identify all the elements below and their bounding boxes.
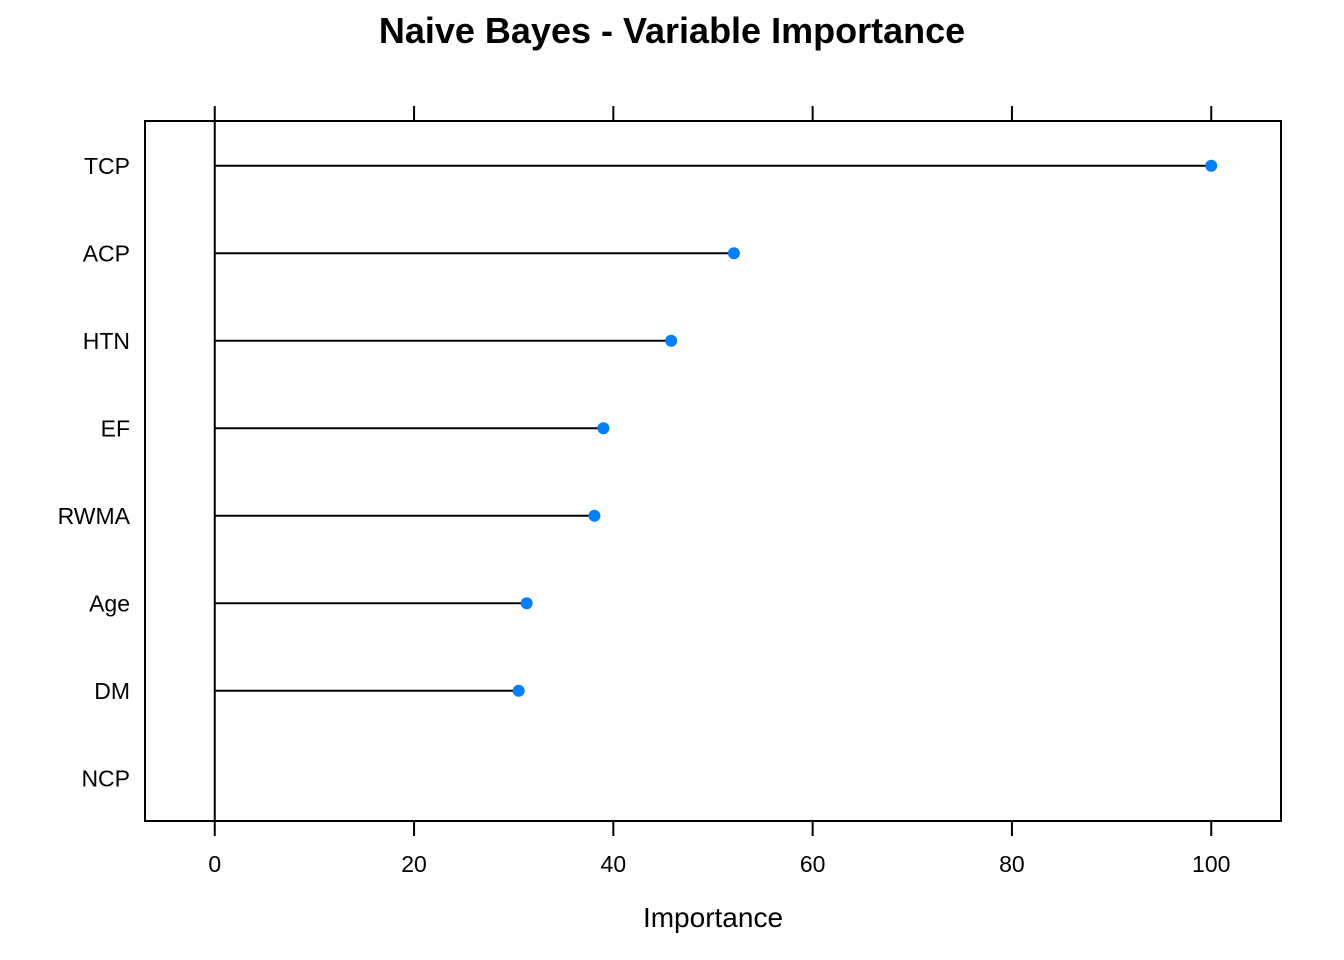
category-label: NCP: [81, 765, 130, 791]
axis-ticks: 0 20 40 60 80 100: [208, 106, 1230, 877]
category-label: ACP: [83, 240, 130, 266]
x-tick-label: 100: [1192, 851, 1230, 877]
category-label: EF: [101, 415, 130, 441]
x-tick-label: 80: [999, 851, 1025, 877]
importance-point: [665, 334, 678, 347]
importance-point: [727, 247, 740, 260]
category-label: DM: [94, 678, 130, 704]
data-marks: [214, 159, 1218, 697]
plot-frame: [144, 120, 1282, 822]
importance-point: [588, 509, 601, 522]
category-labels: TCP ACP HTN EF RWMA Age DM NCP: [58, 153, 131, 792]
category-label: TCP: [84, 153, 130, 179]
category-label: Age: [89, 590, 130, 616]
importance-point: [520, 597, 533, 610]
x-axis-label: Importance: [643, 902, 783, 933]
chart-title: Naive Bayes - Variable Importance: [379, 10, 965, 51]
category-label: HTN: [83, 328, 130, 354]
importance-point: [512, 684, 525, 697]
importance-point: [597, 422, 610, 435]
x-tick-label: 0: [208, 851, 221, 877]
category-label: RWMA: [58, 503, 131, 529]
x-tick-label: 60: [800, 851, 826, 877]
x-tick-label: 40: [601, 851, 627, 877]
importance-point: [1205, 159, 1218, 172]
x-tick-label: 20: [401, 851, 427, 877]
